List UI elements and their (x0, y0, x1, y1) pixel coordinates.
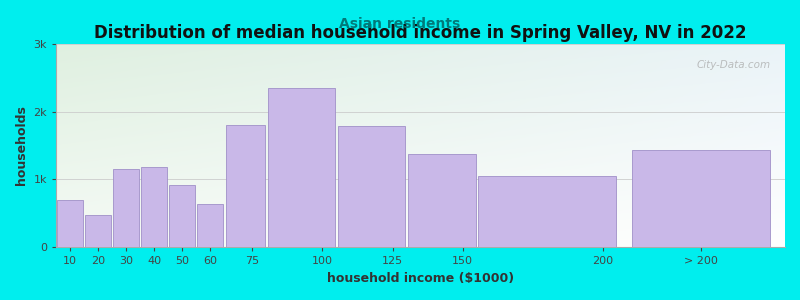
Bar (267, 88, 335, 247)
X-axis label: household income ($1000): household income ($1000) (327, 272, 514, 285)
Bar (142, 167, 167, 248)
Text: City-Data.com: City-Data.com (696, 60, 770, 70)
Bar (408, 154, 475, 247)
Bar (198, 204, 223, 248)
Bar (114, 169, 139, 248)
Text: Asian residents: Asian residents (339, 17, 461, 32)
Bar (226, 125, 266, 248)
Y-axis label: households: households (15, 106, 28, 185)
Bar (170, 185, 195, 248)
Bar (632, 150, 770, 248)
Bar (338, 127, 406, 248)
Bar (58, 200, 83, 248)
Bar (86, 215, 111, 247)
Title: Distribution of median household income in Spring Valley, NV in 2022: Distribution of median household income … (94, 24, 747, 42)
Bar (478, 176, 616, 248)
